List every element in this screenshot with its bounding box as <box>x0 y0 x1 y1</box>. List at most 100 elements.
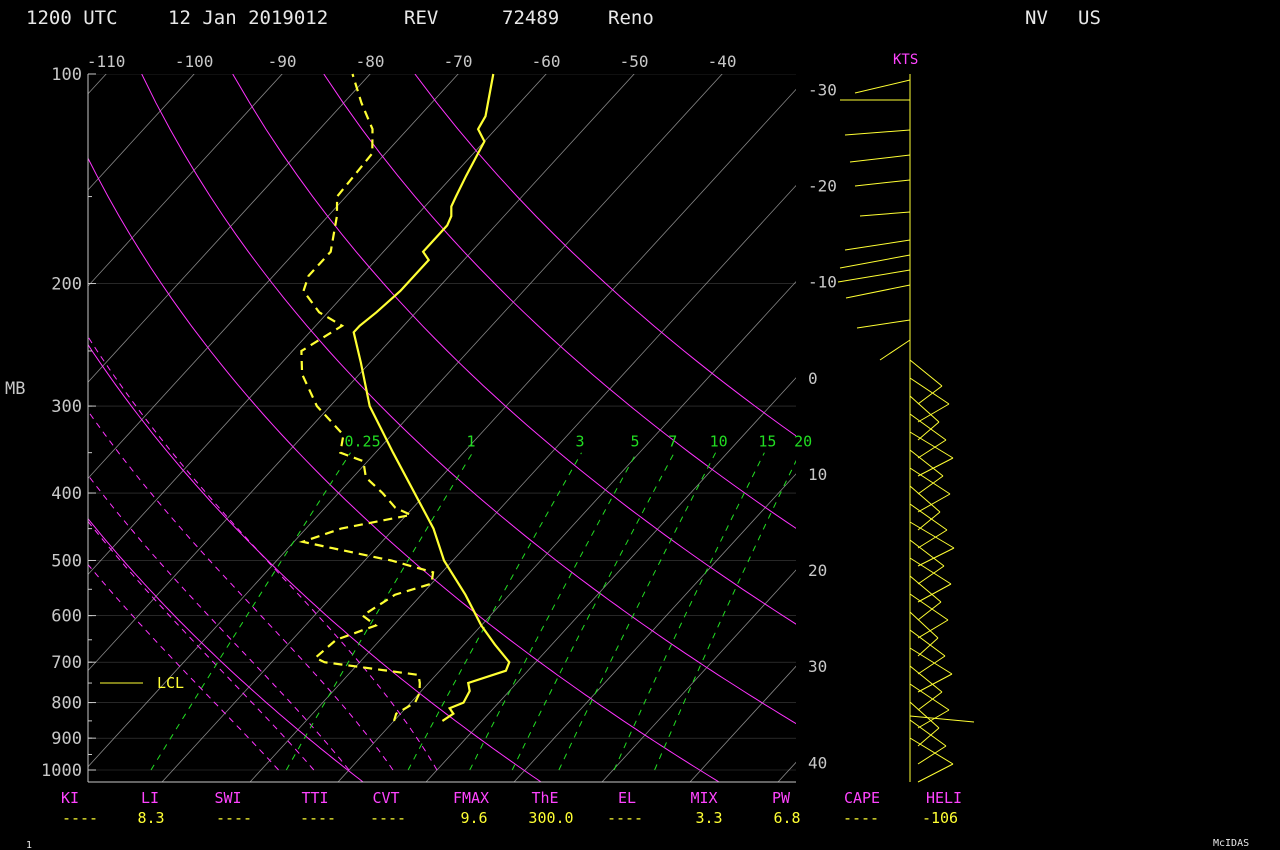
wind-barb <box>917 601 942 621</box>
top-temperature-label: -110 <box>87 52 126 71</box>
index-value: ---- <box>607 809 643 827</box>
wind-barb <box>917 619 949 639</box>
wind-barb <box>909 737 954 765</box>
index-name: LI <box>141 789 159 807</box>
wind-barb <box>917 457 954 477</box>
dry-adiabat <box>232 74 796 625</box>
wind-barb <box>909 431 954 459</box>
wind-barb <box>909 629 946 657</box>
isotherm-line <box>88 74 723 768</box>
isotherm-line <box>337 281 796 782</box>
right-temperature-label: 30 <box>808 657 827 676</box>
isotherm-line <box>88 74 635 672</box>
wind-barb <box>879 339 911 361</box>
wind-barb <box>854 79 911 94</box>
pressure-label: 800 <box>51 694 82 714</box>
pressure-label: 700 <box>51 653 82 673</box>
pressure-labels: 100 200 300 400 500 600 700 800 900 1000 <box>41 65 82 781</box>
dry-adiabat <box>414 74 796 437</box>
isobar-lines <box>88 74 796 771</box>
moist-adiabat <box>88 563 279 771</box>
moist-adiabat <box>88 335 438 771</box>
wind-barb <box>844 239 911 251</box>
mixing-ratio-label: 5 <box>631 433 640 451</box>
index-name: FMAX <box>453 789 489 807</box>
wind-barb <box>909 521 955 549</box>
index-name: EL <box>618 789 636 807</box>
wind-barb <box>909 647 953 675</box>
wind-barb <box>844 129 911 136</box>
lcl-marker: LCL <box>100 674 184 692</box>
dewpoint-profile <box>298 73 435 722</box>
index-value: ---- <box>300 809 336 827</box>
isotherm-line <box>161 88 796 782</box>
wind-barb <box>909 503 948 531</box>
header-time: 1200 UTC <box>26 7 118 29</box>
mixing-ratio-label: 15 <box>758 433 776 451</box>
mixing-ratio-line <box>511 452 675 771</box>
mixing-ratio-lines <box>150 452 796 771</box>
mixing-ratio-label: 20 <box>794 433 812 451</box>
index-name: TTI <box>301 789 328 807</box>
mixing-ratio-line <box>558 452 717 771</box>
mixing-ratio-line <box>150 452 351 771</box>
mixing-ratio-line <box>285 452 473 771</box>
wind-barb <box>917 637 939 657</box>
index-name: MIX <box>690 789 717 807</box>
top-temperature-label: -40 <box>708 52 737 71</box>
wind-barb <box>909 359 943 387</box>
right-temperature-label: 20 <box>808 561 827 580</box>
header-station-name: Reno <box>608 7 654 29</box>
mixing-ratio-line <box>613 452 765 771</box>
wind-barb <box>909 701 940 729</box>
index-value: ---- <box>370 809 406 827</box>
isotherm-line <box>689 665 796 782</box>
dewpoint-line <box>298 73 435 722</box>
dry-adiabat <box>323 74 796 529</box>
index-name: SWI <box>214 789 241 807</box>
wind-barb <box>917 511 941 531</box>
mixing-ratio-line <box>407 452 582 771</box>
index-value: 8.3 <box>137 809 164 827</box>
index-name: ThE <box>531 789 558 807</box>
wind-barb <box>909 683 950 711</box>
wind-units-label: KTS <box>893 52 918 68</box>
mixing-ratio-line <box>654 459 796 771</box>
index-value: 9.6 <box>460 809 487 827</box>
right-temperature-label: 0 <box>808 369 818 388</box>
right-temperature-label: 40 <box>808 753 827 772</box>
temperature-line <box>352 73 511 722</box>
mixing-ratio-label: 3 <box>576 433 585 451</box>
wind-barb <box>909 557 952 585</box>
index-name: KI <box>61 789 79 807</box>
index-value: 3.3 <box>695 809 722 827</box>
wind-barb <box>909 539 945 567</box>
wind-barb <box>909 665 943 693</box>
wind-barb <box>849 154 911 163</box>
isotherm-line <box>88 74 547 576</box>
wind-barb <box>917 403 950 423</box>
pressure-ticks <box>88 73 96 771</box>
isotherm-line <box>951 42 1280 785</box>
wind-barb <box>917 583 952 603</box>
mixing-ratio-label: 10 <box>710 433 728 451</box>
wind-barb <box>854 179 911 187</box>
wind-barbs-panel <box>837 74 975 783</box>
isotherm-line <box>513 473 796 782</box>
dry-adiabats <box>88 74 796 782</box>
index-name: PW <box>772 789 791 807</box>
wind-barb <box>909 719 947 747</box>
plot-frame <box>87 74 796 783</box>
wind-barb <box>859 211 911 217</box>
top-temperature-label: -80 <box>356 52 385 71</box>
dry-adiabat <box>88 517 364 782</box>
top-temperature-label: -60 <box>532 52 561 71</box>
dry-adiabat <box>88 343 542 782</box>
mixing-ratio-label: 1 <box>467 433 476 451</box>
isotherm-line <box>863 42 1280 785</box>
wind-barb <box>917 493 951 513</box>
page-number: 1 <box>26 840 32 850</box>
wind-barb <box>837 269 911 283</box>
wind-barb <box>909 377 950 405</box>
wind-barb <box>917 385 943 405</box>
